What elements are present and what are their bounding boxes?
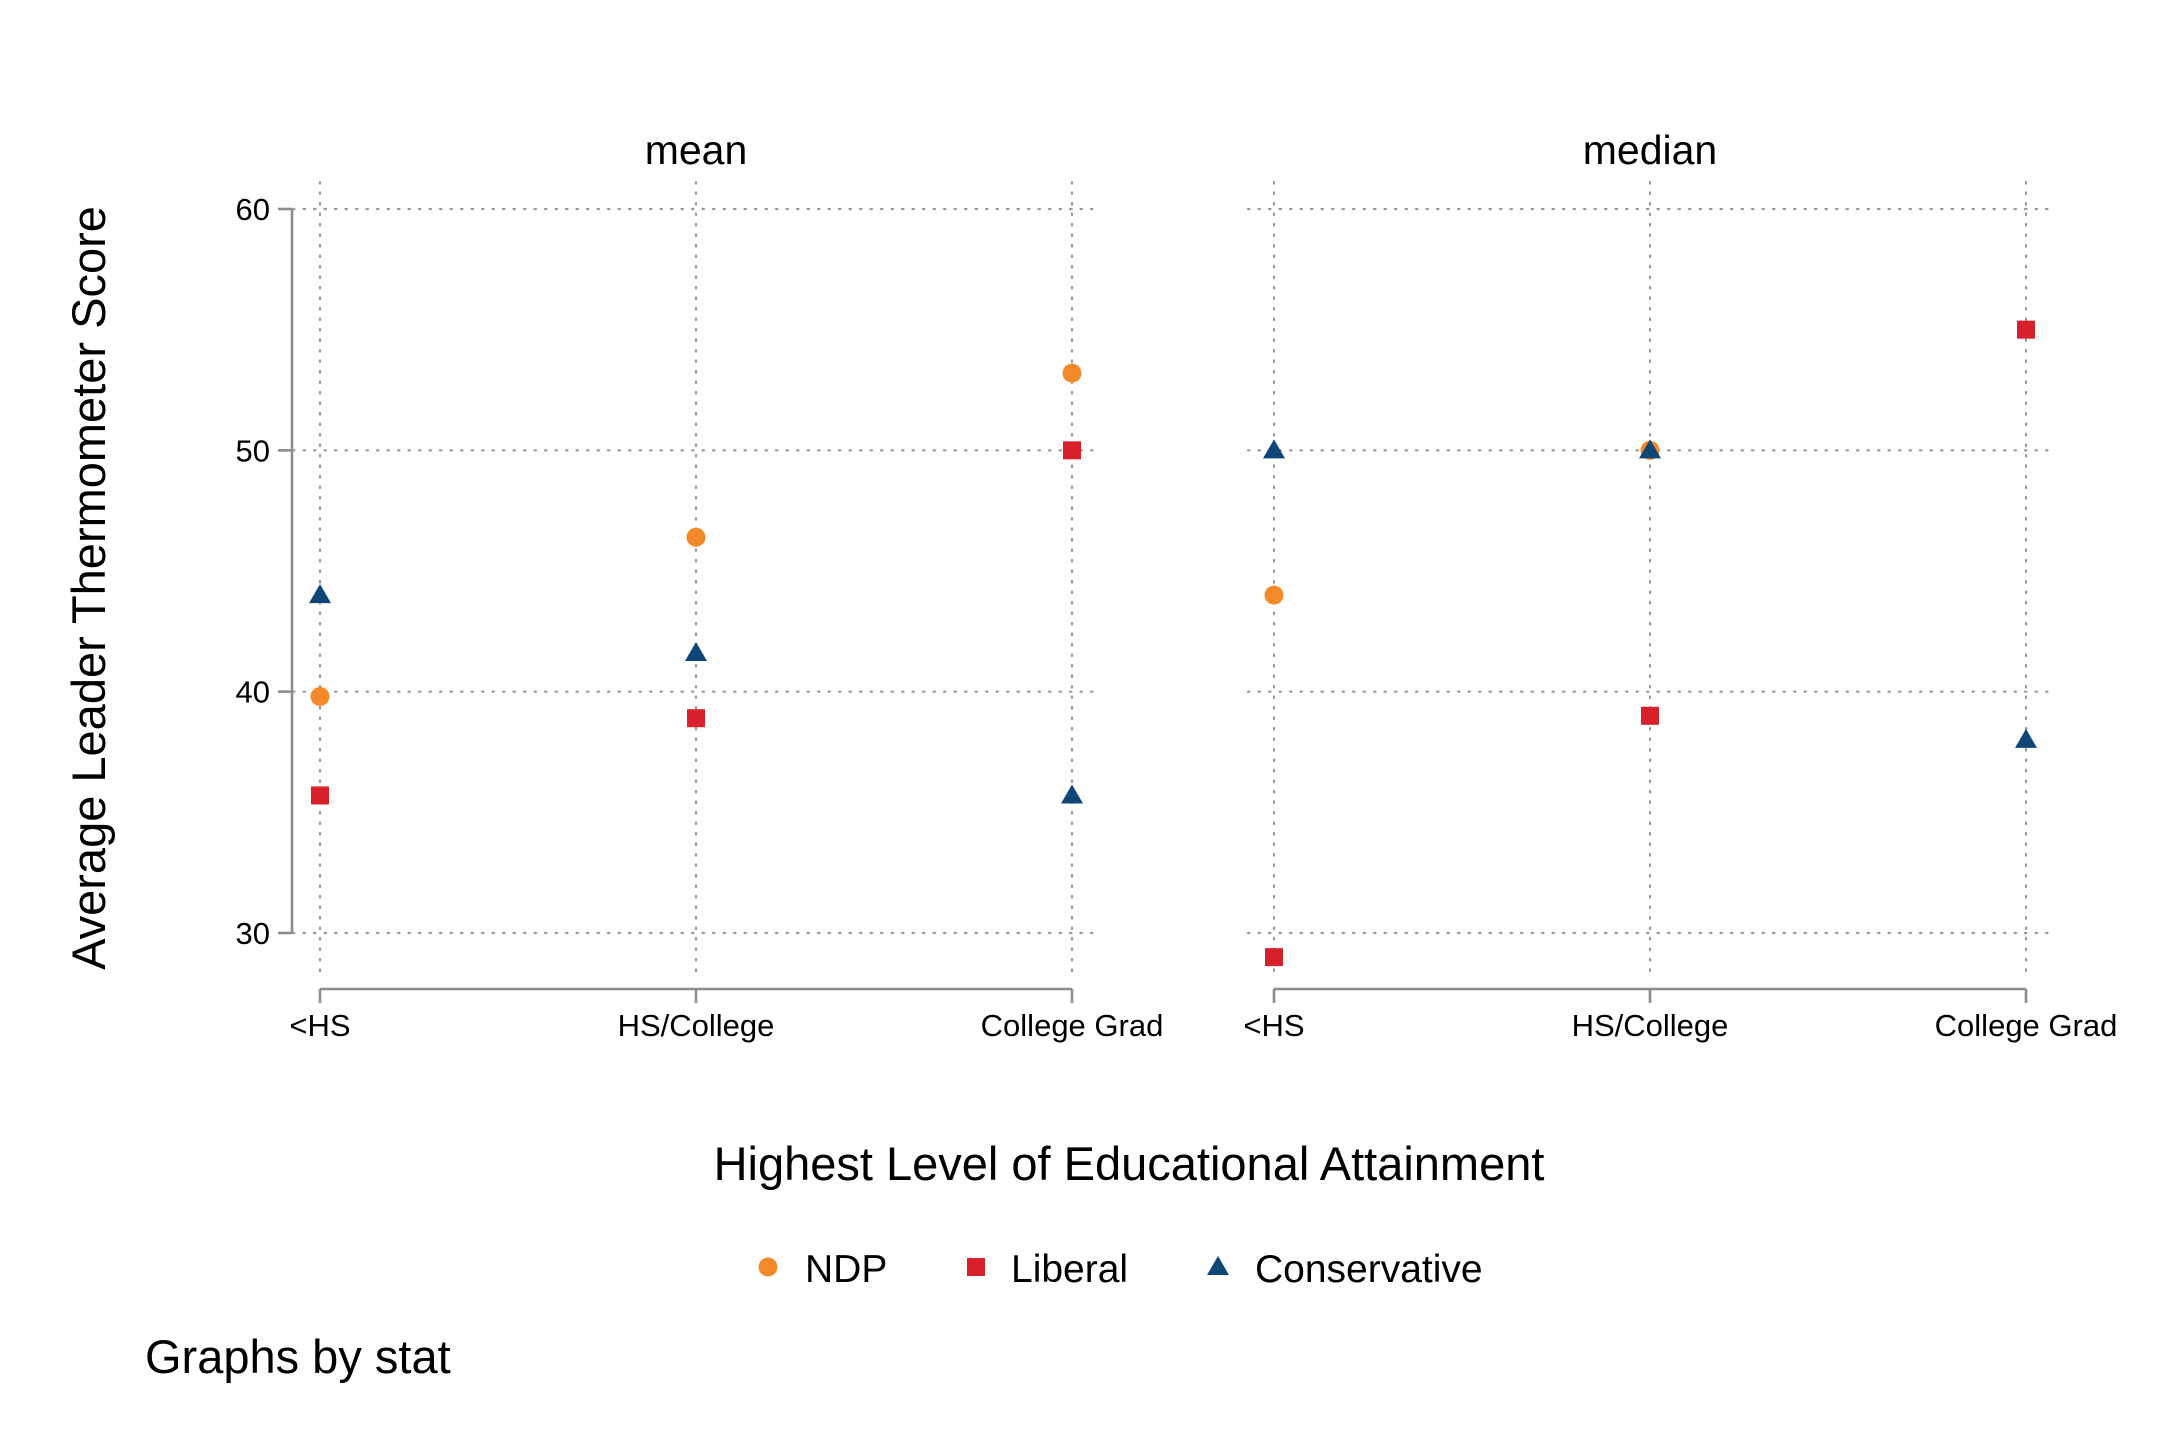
legend-item-liberal: Liberal [967,1248,1128,1291]
y-tick-label: 60 [236,192,270,227]
legend-item-conservative: Conservative [1207,1248,1483,1291]
x-tick-label: College Grad [1935,1008,2118,1043]
legend-label: Liberal [1011,1248,1128,1291]
panel-title: median [1583,127,1717,173]
data-point-liberal [1265,948,1283,967]
x-tick-label: HS/College [618,1008,775,1043]
data-point-conservative [1061,784,1083,804]
data-point-ndp [1264,585,1284,605]
data-point-liberal [1641,706,1659,725]
data-point-conservative [309,584,331,604]
panel-median: median <HS HS/College College Grad [1243,127,2117,1043]
data-point-liberal [687,709,705,728]
legend-label: NDP [805,1248,887,1291]
data-point-liberal [311,786,329,805]
data-point-conservative [1639,439,1661,459]
x-tick-label: <HS [1243,1008,1304,1043]
data-point-conservative [2015,728,2037,748]
data-point-ndp [310,686,330,706]
x-tick-label: <HS [289,1008,350,1043]
y-tick-label: 30 [236,916,270,951]
graph-note: Graphs by stat [145,1330,451,1383]
x-tick-label: HS/College [1572,1008,1729,1043]
y-axis-title: Average Leader Thermometer Score [62,206,115,970]
y-tick-label: 40 [236,675,270,710]
data-point-conservative [685,642,707,662]
data-point-liberal [2017,320,2035,339]
legend: NDP Liberal Conservative [758,1248,1483,1291]
data-point-liberal [1063,441,1081,460]
data-point-ndp [686,527,706,547]
legend-item-ndp: NDP [758,1248,887,1291]
data-point-ndp [1062,363,1082,383]
legend-marker-conservative [1207,1256,1229,1275]
panel-title: mean [645,127,748,173]
legend-marker-liberal [967,1258,985,1276]
legend-marker-ndp [758,1257,778,1277]
x-axis-title: Highest Level of Educational Attainment [714,1137,1545,1190]
panel-mean: mean 30 40 50 60 <HS HS/College College Grad [236,127,1164,1043]
legend-label: Conservative [1255,1248,1483,1291]
y-tick-label: 50 [236,433,270,468]
data-point-conservative [1263,439,1285,459]
x-tick-label: College Grad [981,1008,1164,1043]
